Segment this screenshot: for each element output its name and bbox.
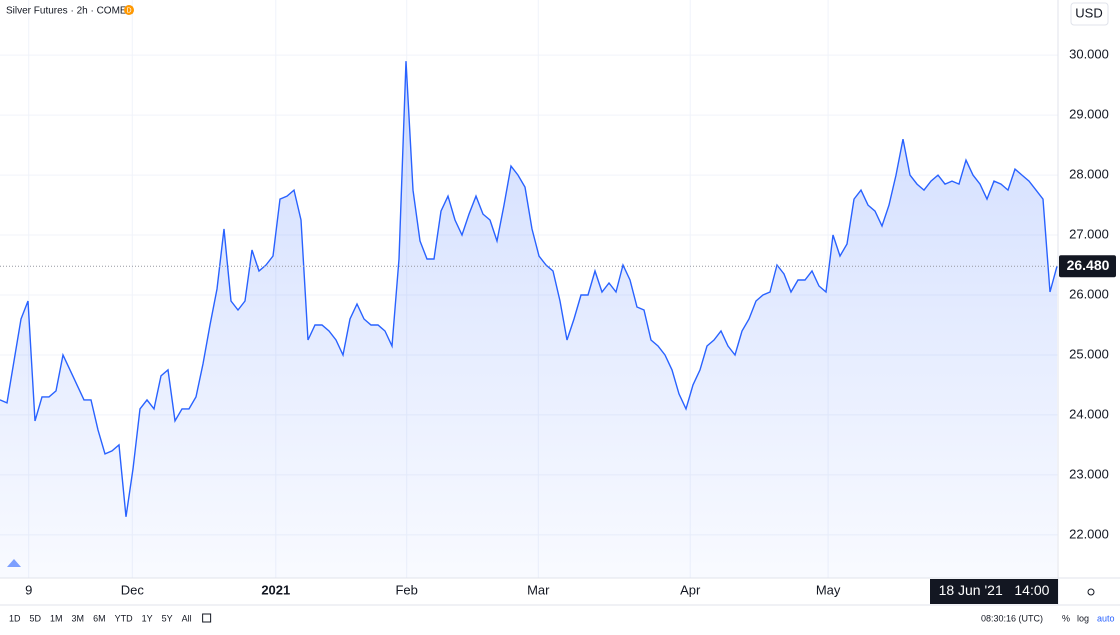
y-tick-label: 26.000 xyxy=(1069,286,1109,301)
currency[interactable]: USD xyxy=(1075,5,1102,20)
x-tick-label: 2021 xyxy=(261,582,290,597)
logo xyxy=(7,559,21,567)
area-fill xyxy=(0,61,1057,578)
range-button[interactable]: 6M xyxy=(93,613,106,623)
range-button[interactable]: YTD xyxy=(115,613,134,623)
badge-text: D xyxy=(126,7,131,14)
currency-button[interactable] xyxy=(1070,2,1109,26)
price-line xyxy=(0,61,1058,517)
option-button[interactable]: log xyxy=(1077,613,1089,623)
y-tick-label: 28.000 xyxy=(1069,167,1109,182)
last-price-label: 26.480 xyxy=(1067,257,1110,273)
range-button[interactable]: 5D xyxy=(30,613,42,623)
y-tick-label: 25.000 xyxy=(1069,346,1109,361)
calendar-icon[interactable] xyxy=(202,613,212,623)
range-button[interactable]: 3M xyxy=(72,613,85,623)
option-button[interactable]: auto xyxy=(1097,613,1115,623)
x-tick-label: Dec xyxy=(121,582,145,597)
x-tick-label: 9 xyxy=(25,582,32,597)
range-button[interactable]: 1Y xyxy=(142,613,153,623)
y-tick-label: 23.000 xyxy=(1069,466,1109,481)
y-tick-label: 29.000 xyxy=(1069,107,1109,122)
crosshair-box xyxy=(930,579,1058,604)
x-tick-label: Mar xyxy=(527,582,550,597)
y-tick-label: 27.000 xyxy=(1069,226,1109,241)
x-tick-label: Feb xyxy=(395,582,417,597)
range-button[interactable]: 1D xyxy=(9,613,21,623)
y-tick-label: 24.000 xyxy=(1069,406,1109,421)
y-tick-label: 30.000 xyxy=(1069,47,1109,62)
range-button[interactable]: 5Y xyxy=(162,613,173,623)
y-tick-label: 22.000 xyxy=(1069,526,1109,541)
range-button[interactable]: All xyxy=(182,613,192,623)
crosshair-label: 18 Jun '21 14:00 xyxy=(939,582,1050,598)
x-tick-label: May xyxy=(816,582,841,597)
badge xyxy=(124,5,134,15)
symbol-title: Silver Futures · 2h · COMEX xyxy=(6,6,134,17)
range-button[interactable]: 1M xyxy=(50,613,63,623)
settings-icon[interactable] xyxy=(1087,588,1095,596)
x-tick-label: Apr xyxy=(680,582,701,597)
clock: 08:30:16 (UTC) xyxy=(981,613,1043,623)
option-button[interactable]: % xyxy=(1062,613,1070,623)
last-price-box xyxy=(1059,255,1116,278)
